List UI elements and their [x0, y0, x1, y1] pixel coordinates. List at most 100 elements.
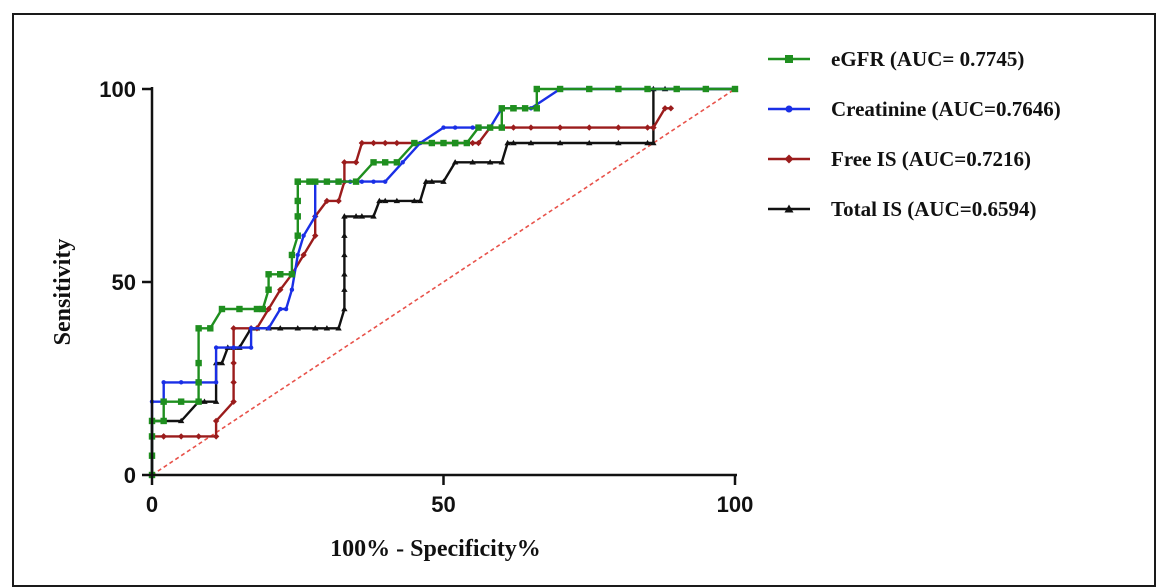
data-point-total: [201, 398, 208, 404]
data-point-total: [335, 325, 342, 331]
data-point-creatinine: [248, 326, 254, 331]
data-point-total: [422, 178, 430, 184]
data-point-egfr: [294, 197, 301, 205]
data-point-egfr: [352, 178, 360, 185]
data-point-egfr: [440, 139, 447, 147]
data-point-creatinine: [266, 326, 271, 331]
data-point-total: [644, 139, 651, 146]
data-point-free: [615, 124, 622, 131]
data-point-egfr: [195, 398, 202, 405]
data-point-egfr: [207, 325, 214, 332]
legend-label-free: Free IS (AUC=0.7216): [831, 147, 1031, 171]
data-point-egfr: [218, 305, 226, 313]
data-point-egfr: [586, 85, 593, 93]
data-point-egfr: [195, 325, 202, 332]
data-point-egfr: [644, 85, 651, 93]
y-tick-label: 100: [99, 77, 136, 102]
data-point-creatinine: [441, 125, 446, 130]
x-tick-label: 0: [146, 492, 158, 517]
data-point-egfr: [253, 305, 261, 313]
data-point-egfr: [335, 178, 342, 185]
data-point-creatinine: [313, 214, 318, 219]
data-point-egfr: [160, 417, 167, 425]
data-point-egfr: [265, 271, 272, 278]
y-tick-label: 50: [112, 270, 136, 295]
data-point-egfr: [294, 178, 301, 185]
data-point-total: [341, 271, 348, 277]
data-point-free: [177, 433, 185, 440]
data-point-egfr: [195, 379, 202, 386]
data-point-total: [277, 325, 284, 331]
data-point-egfr: [731, 85, 739, 93]
data-point-free: [469, 139, 476, 147]
data-point-egfr: [294, 232, 301, 239]
data-point-egfr: [556, 85, 564, 93]
x-tick-label: 50: [431, 492, 455, 517]
data-point-creatinine: [383, 179, 388, 184]
series-line-free: [150, 107, 671, 475]
data-point-free: [230, 379, 237, 386]
data-point-total: [451, 159, 459, 165]
data-point-creatinine: [470, 125, 475, 130]
data-point-egfr: [498, 124, 505, 131]
data-point-egfr: [312, 178, 319, 185]
legend-marker-total: [784, 204, 794, 213]
legend-marker-creatinine: [785, 105, 793, 113]
data-point-creatinine: [213, 345, 219, 350]
data-point-free: [358, 139, 366, 147]
data-point-total: [370, 213, 377, 219]
data-point-free: [230, 325, 237, 332]
data-point-egfr: [702, 85, 710, 93]
data-point-free: [393, 139, 401, 147]
data-point-total: [498, 159, 505, 165]
data-point-creatinine: [301, 233, 306, 238]
data-point-free: [230, 359, 237, 367]
data-point-egfr: [306, 178, 313, 185]
data-point-creatinine: [248, 345, 254, 350]
data-point-creatinine: [452, 125, 458, 130]
data-point-egfr: [382, 159, 389, 166]
data-point-free: [650, 124, 657, 131]
data-point-egfr: [411, 139, 418, 147]
data-point-creatinine: [231, 345, 236, 350]
legend-marker-egfr: [785, 55, 793, 63]
data-point-total: [650, 139, 657, 146]
data-point-egfr: [451, 139, 459, 147]
data-point-total: [294, 325, 301, 331]
data-point-free: [352, 159, 360, 166]
data-point-egfr: [533, 85, 540, 93]
data-point-egfr: [428, 139, 436, 147]
data-point-total: [486, 159, 494, 165]
data-point-egfr: [486, 124, 494, 131]
data-point-egfr: [195, 359, 202, 367]
legend-label-creatinine: Creatinine (AUC=0.7646): [831, 97, 1061, 121]
data-point-total: [382, 197, 389, 204]
data-point-free: [323, 197, 331, 205]
series-line-total: [150, 87, 735, 475]
data-point-free: [212, 417, 220, 425]
data-point-creatinine: [213, 380, 219, 385]
data-point-free: [212, 433, 220, 440]
data-point-total: [323, 325, 331, 331]
data-point-creatinine: [283, 306, 289, 312]
figure-frame: [12, 13, 1156, 587]
data-point-free: [527, 124, 535, 131]
data-point-creatinine: [278, 306, 283, 312]
y-axis-title: Sensitivity: [50, 239, 76, 346]
data-point-egfr: [288, 251, 296, 259]
data-point-free: [661, 105, 669, 112]
data-point-total: [393, 197, 401, 204]
data-point-total: [428, 178, 436, 184]
data-point-creatinine: [178, 380, 184, 385]
data-point-free: [160, 433, 167, 440]
data-point-egfr: [265, 286, 272, 293]
data-point-total: [341, 213, 348, 219]
data-point-free: [556, 124, 564, 131]
data-point-egfr: [236, 305, 243, 313]
data-point-free: [265, 305, 272, 313]
data-point-total: [440, 178, 447, 184]
data-point-free: [335, 197, 342, 205]
data-point-egfr: [463, 139, 471, 147]
data-point-free: [644, 124, 651, 131]
